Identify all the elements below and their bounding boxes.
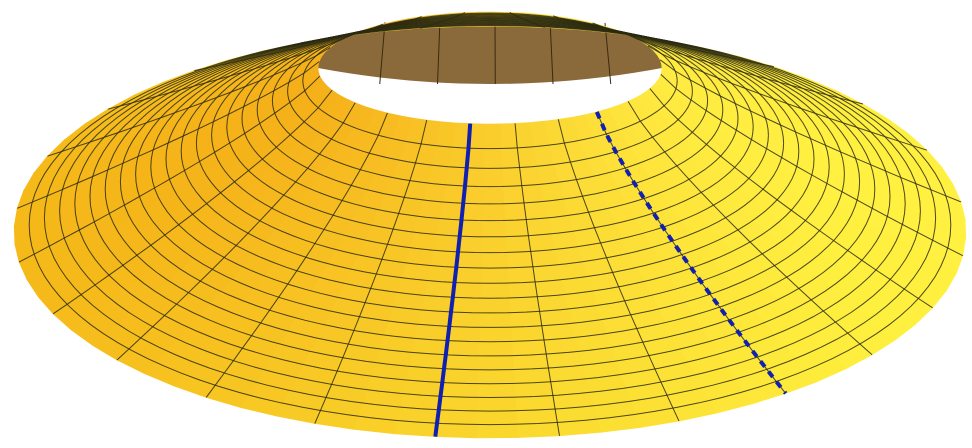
surface-patch [439,396,478,411]
surface-patch [449,312,480,327]
surface-patch [515,123,533,148]
surface-patch [514,368,551,383]
surface-patch [481,283,509,298]
surface-patch [437,219,461,237]
surface-patch [533,265,562,282]
surface-patch [416,324,450,340]
surface-patch [482,252,508,268]
surface-patch [484,149,502,169]
surface-patch [484,187,504,204]
surface-patch [485,124,501,149]
surface-patch [500,123,517,148]
surface-patch [512,340,546,356]
surface-patch [516,409,557,424]
surface-patch [516,396,556,411]
surface-patch [478,397,517,411]
surface-patch [479,356,514,370]
surface-patch [422,295,453,312]
surface-patch [440,202,463,220]
surface-patch [506,236,531,253]
surface-patch [448,326,481,341]
surface-patch [502,168,522,187]
surface-patch [424,183,447,202]
surface-patch [517,147,537,168]
surface-patch [419,200,443,219]
surface [14,12,966,438]
surface-patch [517,423,559,438]
surface-patch [505,220,529,237]
surface-patch [477,424,519,438]
surface-patch [528,234,554,252]
surface-patch [425,281,455,298]
surface-patch [503,186,524,204]
surface-patch [531,249,558,266]
surface-patch [526,218,551,236]
surface-patch [453,282,482,298]
surface-patch [520,166,541,185]
surface-plot [0,0,972,448]
surface-patch [446,341,480,356]
surface-patch [515,382,553,397]
surface-patch [415,216,440,234]
surface-patch [501,148,519,168]
surface-patch [483,221,506,237]
surface-patch [522,184,544,203]
page: (() => { const NS = 'http://www.w3.org/2… [0,0,972,448]
surface-patch [481,298,511,313]
surface-patch [428,266,456,283]
surface-patch [508,282,537,298]
surface-patch [456,252,482,268]
surface-patch [507,267,535,283]
surface-patch [513,354,549,370]
surface-patch [478,383,516,397]
surface-patch [455,267,482,283]
surface-patch [437,410,478,425]
surface-patch [434,235,460,252]
surface-patch [482,237,506,253]
surface-patch [444,355,479,370]
surface-patch [537,294,568,311]
surface-patch [548,215,574,234]
surface-patch [477,411,517,425]
surface-patch [481,268,508,283]
surface-patch [406,248,434,266]
surface-patch [458,236,483,253]
surface-patch [479,341,513,355]
surface-patch [507,251,533,268]
surface-patch [480,327,512,342]
surface-patch [483,204,505,221]
surface-patch [504,203,526,221]
surface-patch [431,250,458,267]
surface-patch [442,369,479,384]
surface-patch [510,311,542,327]
surface-patch [484,168,503,186]
surface-patch [419,310,451,327]
surface-patch [451,297,481,313]
surface-patch [524,201,548,219]
surface-patch [511,326,544,342]
surface-patch [478,370,514,384]
surface-patch [441,383,479,398]
surface-patch [411,232,438,250]
surface-patch [535,280,565,297]
surface-patch [435,423,477,438]
surface-patch [480,313,511,328]
surface-patch [509,297,539,313]
